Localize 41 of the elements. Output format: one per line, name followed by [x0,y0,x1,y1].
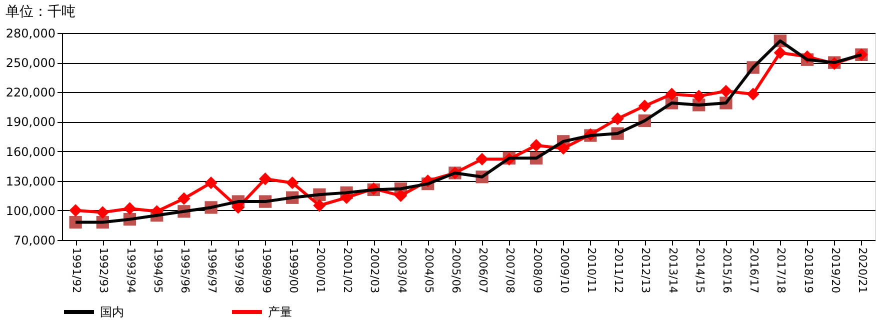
y-tick-label: 250,000 [6,56,56,70]
x-tick-label: 1995/96 [178,248,192,294]
x-tick-label: 2014/15 [693,248,706,294]
x-tick-label: 2006/07 [476,248,490,294]
x-tick-label: 1996/97 [206,248,219,294]
x-tick-label: 2005/06 [449,248,462,294]
x-tick-label: 2001/02 [341,248,354,294]
x-tick-label: 1991/92 [70,248,84,294]
y-tick-label: 220,000 [6,86,56,100]
x-tick-label: 2008/09 [530,248,544,294]
x-tick-label: 1993/94 [124,248,138,294]
x-tick-label: 2009/10 [558,248,571,294]
x-tick-label: 1998/99 [260,248,273,294]
x-tick-label: 2018/19 [802,248,815,294]
legend-label: 国内 [100,305,124,319]
x-tick-label: 2015/16 [720,248,734,294]
x-tick-label: 1999/00 [286,248,300,294]
x-tick-label: 2002/03 [368,248,382,294]
x-tick-label: 1997/98 [232,248,246,294]
y-tick-label: 100,000 [6,204,56,218]
x-tick-label: 2010/11 [584,248,598,294]
x-tick-label: 2007/08 [504,248,517,294]
x-tick-label: 2013/14 [666,248,680,294]
x-tick-label: 2004/05 [422,248,436,294]
y-tick-label: 280,000 [6,26,56,40]
x-tick-label: 2016/17 [748,248,761,294]
y-tick-label: 160,000 [6,144,56,159]
x-tick-label: 2003/04 [395,248,408,294]
x-tick-label: 2011/12 [612,248,626,294]
y-tick-label: 130,000 [6,174,56,188]
y-tick-label: 70,000 [14,234,56,248]
y-tick-label: 190,000 [6,115,56,130]
x-tick-label: 2000/01 [314,248,327,294]
x-tick-label: 2012/13 [639,248,652,294]
x-tick-label: 2017/18 [774,248,788,294]
x-tick-label: 1992/93 [97,248,110,294]
x-tick-label: 2020/21 [856,248,869,294]
legend-label: 产量 [268,305,292,319]
x-tick-label: 1994/95 [151,248,164,294]
chart-title: 单位：千吨 [5,4,76,20]
x-tick-label: 2019/20 [828,248,842,294]
